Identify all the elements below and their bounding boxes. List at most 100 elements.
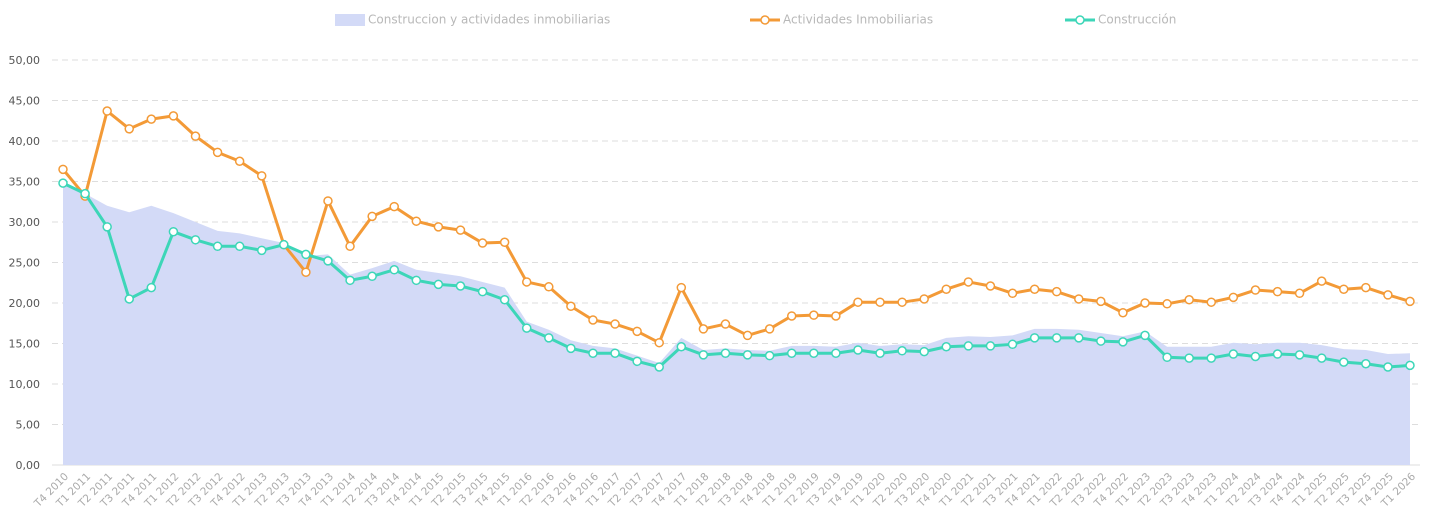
marker (654, 362, 664, 372)
marker (212, 147, 223, 158)
marker (234, 241, 245, 252)
marker (1383, 290, 1393, 300)
marker (521, 323, 532, 333)
y-tick-label: 50,00 (9, 54, 41, 67)
marker (632, 326, 642, 337)
marker (345, 275, 355, 286)
marker (168, 111, 179, 121)
marker (234, 156, 245, 166)
marker (212, 241, 223, 252)
marker (676, 341, 687, 352)
marker (499, 295, 510, 305)
marker (455, 225, 466, 235)
marker (764, 350, 775, 361)
marker (168, 226, 179, 237)
marker (985, 341, 996, 351)
area (63, 183, 1410, 465)
legend-item: Construccion y actividades inmobiliarias (335, 13, 610, 27)
y-tick-label: 0,00 (16, 459, 41, 472)
marker (742, 330, 753, 341)
marker (433, 279, 444, 290)
legend-item: Actividades Inmobiliarias (750, 13, 933, 27)
marker (963, 341, 974, 351)
marker (1405, 296, 1415, 307)
marker (1140, 298, 1150, 308)
marker (1029, 284, 1040, 294)
marker (345, 241, 355, 252)
marker (1383, 362, 1393, 372)
marker (301, 249, 311, 260)
legend-swatch (335, 14, 365, 26)
marker (124, 124, 134, 134)
marker (124, 294, 134, 304)
marker (875, 348, 885, 358)
marker (433, 222, 444, 232)
marker (1140, 330, 1150, 341)
marker (676, 282, 687, 293)
legend-item: Construcción (1065, 13, 1176, 27)
marker (720, 348, 731, 358)
marker (301, 267, 311, 277)
marker (190, 235, 201, 245)
y-tick-label: 10,00 (9, 378, 41, 391)
marker (1361, 359, 1371, 369)
y-tick-label: 40,00 (9, 135, 41, 148)
marker (367, 211, 377, 222)
marker (919, 346, 929, 357)
marker (1007, 288, 1018, 299)
marker (80, 188, 90, 199)
marker (1272, 286, 1283, 297)
y-tick-label: 15,00 (9, 338, 41, 351)
y-tick-label: 30,00 (9, 216, 41, 229)
marker (1206, 297, 1217, 307)
marker (809, 310, 819, 320)
marker (1361, 282, 1371, 293)
marker (58, 164, 68, 175)
marker (897, 297, 907, 307)
marker (1096, 296, 1106, 307)
marker (588, 348, 598, 358)
marker (1184, 295, 1194, 305)
marker (941, 284, 952, 294)
marker (1316, 276, 1327, 286)
legend-marker (760, 15, 770, 25)
marker (1339, 284, 1349, 294)
legend-label: Construccion y actividades inmobiliarias (368, 13, 610, 27)
marker (499, 237, 510, 247)
marker (610, 319, 620, 329)
marker (1051, 286, 1062, 297)
marker (963, 277, 974, 287)
marker (389, 265, 399, 275)
marker (1250, 351, 1261, 362)
marker (1228, 292, 1239, 303)
marker (1118, 307, 1128, 318)
marker (146, 114, 157, 124)
marker (1029, 333, 1040, 343)
marker (720, 319, 731, 329)
marker (367, 271, 377, 282)
marker (698, 324, 709, 334)
marker (632, 356, 642, 367)
marker (742, 350, 753, 360)
marker (146, 282, 157, 293)
marker (1007, 339, 1018, 350)
y-tick-label: 25,00 (9, 257, 41, 270)
marker (544, 333, 554, 343)
marker (786, 311, 797, 321)
marker (1118, 337, 1128, 347)
marker (1051, 333, 1062, 343)
marker (190, 131, 201, 141)
marker (58, 178, 68, 188)
marker (389, 201, 399, 212)
marker (102, 106, 112, 116)
marker (477, 286, 488, 297)
marker (1206, 353, 1217, 363)
y-tick-label: 5,00 (16, 419, 41, 432)
marker (786, 348, 797, 358)
marker (985, 281, 996, 291)
marker (764, 324, 775, 334)
marker (897, 346, 907, 356)
marker (1272, 349, 1283, 359)
marker (1405, 360, 1415, 371)
marker (831, 311, 841, 321)
